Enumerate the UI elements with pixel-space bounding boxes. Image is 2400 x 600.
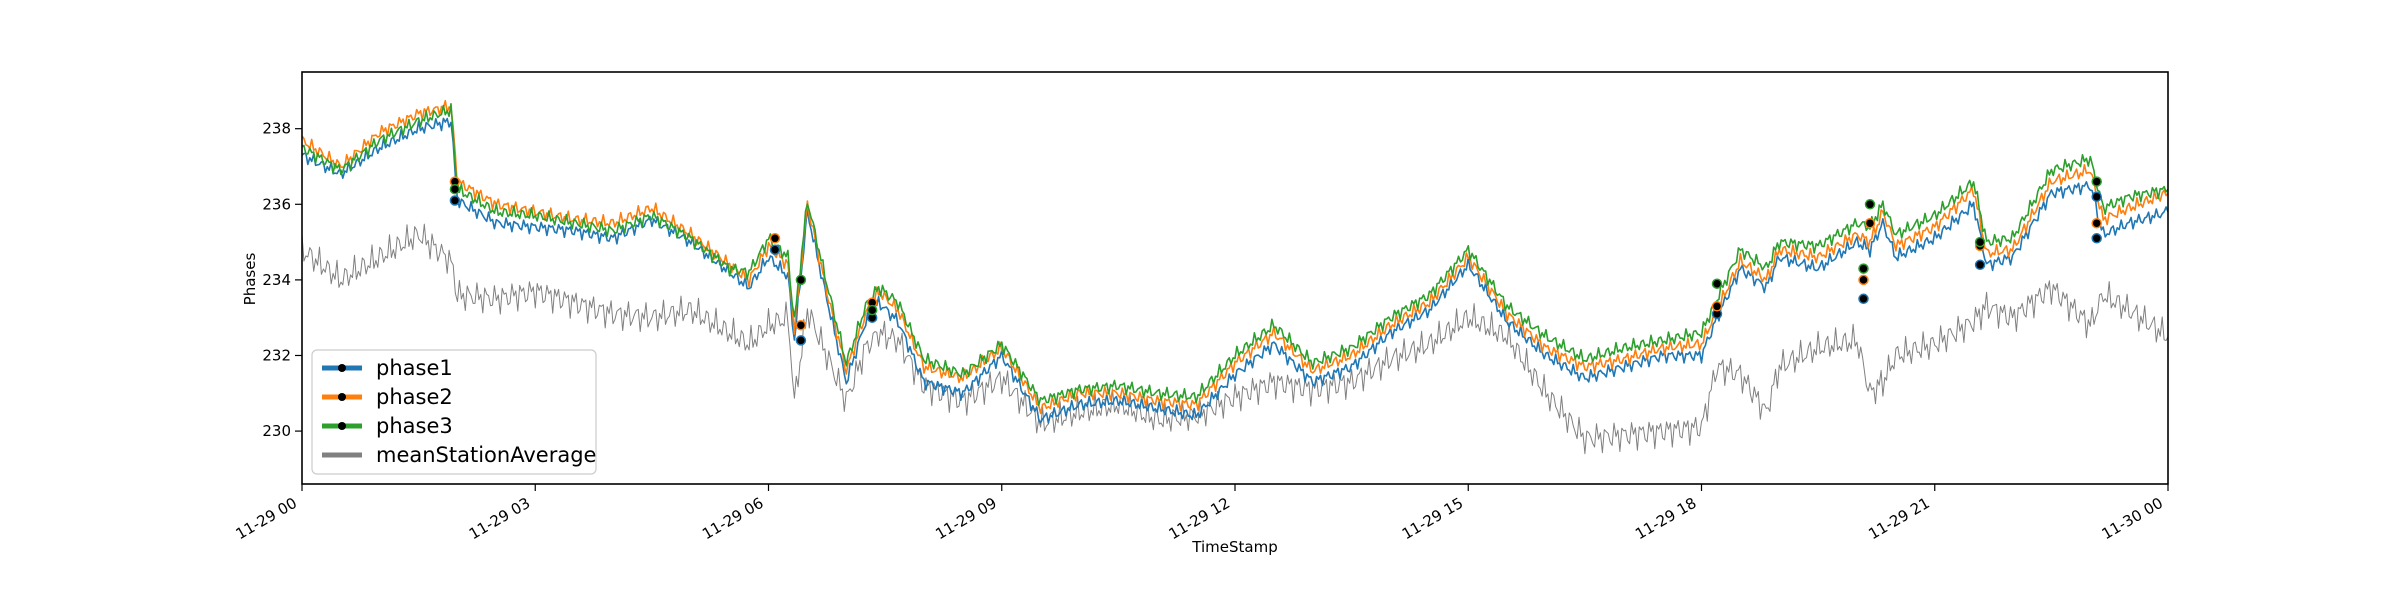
legend-label-phase2: phase2: [376, 385, 453, 409]
marker-point-phase3-24: [2091, 176, 2102, 187]
marker-point-phase2-15: [1858, 274, 1869, 286]
y-axis: 230 232 234 236 238: [262, 120, 302, 440]
marker-point-phase3-7: [795, 274, 807, 286]
marker-point-phase2-6: [795, 319, 807, 331]
x-tick-label: 11-29 15: [1399, 494, 1466, 543]
x-tick-label: 11-30 00: [2099, 494, 2166, 543]
marker-point-phase2-4: [769, 233, 781, 244]
marker-point-phase1-19: [1974, 259, 1986, 271]
marker-point-phase2-23: [2091, 217, 2102, 229]
y-axis-label: Phases: [241, 253, 259, 306]
legend-marker-phase3: [338, 422, 346, 430]
x-tick-label: 11-29 09: [932, 494, 999, 543]
marker-point-phase1-22: [2091, 233, 2102, 244]
y-tick-label: 236: [262, 195, 291, 213]
y-tick-label: 238: [262, 120, 291, 138]
x-tick-label: 11-29 00: [233, 494, 300, 543]
marker-point-phase1-5: [795, 335, 807, 346]
marker-point-phase2-17: [1864, 217, 1876, 229]
marker-point-phase3-10: [866, 304, 878, 316]
x-tick-label: 11-29 18: [1632, 494, 1699, 543]
legend: phase1 phase2 phase3 meanStationAverage: [311, 349, 597, 475]
legend-marker-phase2: [338, 393, 346, 401]
legend-label-phase3: phase3: [376, 414, 453, 438]
legend-label-meanstationaverage: meanStationAverage: [376, 443, 596, 467]
legend-marker-phase1: [338, 364, 346, 372]
y-tick-label: 232: [262, 346, 291, 364]
marker-point-phase1-3: [769, 244, 781, 255]
series-line-phase3: [301, 103, 2169, 407]
series-line-phase2: [301, 99, 2169, 415]
marker-point-phase3-13: [1711, 278, 1723, 289]
marker-point-phase3-2: [449, 183, 461, 195]
marker-point-phase1-0: [449, 195, 461, 206]
marker-point-phase3-21: [1974, 236, 1986, 248]
legend-label-phase1: phase1: [376, 356, 453, 380]
marker-point-phase3-16: [1858, 263, 1869, 274]
legend-box: [311, 349, 597, 475]
marker-point-phase3-18: [1864, 199, 1876, 210]
x-axis-label: TimeStamp: [1191, 538, 1277, 556]
y-tick-label: 234: [262, 271, 291, 289]
x-axis: 11-29 00 11-29 03 11-29 06 11-29 09 11-29 12…: [233, 484, 2169, 543]
marker-layer: [449, 176, 2102, 346]
series-line-meanstationaverage: [301, 223, 2169, 455]
x-tick-label: 11-29 03: [466, 494, 533, 543]
marker-point-phase2-12: [1711, 301, 1723, 312]
series-layer: [301, 99, 2169, 455]
x-tick-label: 11-29 12: [1166, 494, 1233, 543]
marker-point-phase1-25: [2091, 191, 2102, 202]
x-tick-label: 11-29 06: [699, 494, 766, 543]
y-tick-label: 230: [262, 422, 291, 440]
series-line-phase1: [301, 117, 2169, 424]
x-tick-label: 11-29 21: [1865, 494, 1932, 543]
marker-point-phase1-14: [1858, 293, 1869, 305]
